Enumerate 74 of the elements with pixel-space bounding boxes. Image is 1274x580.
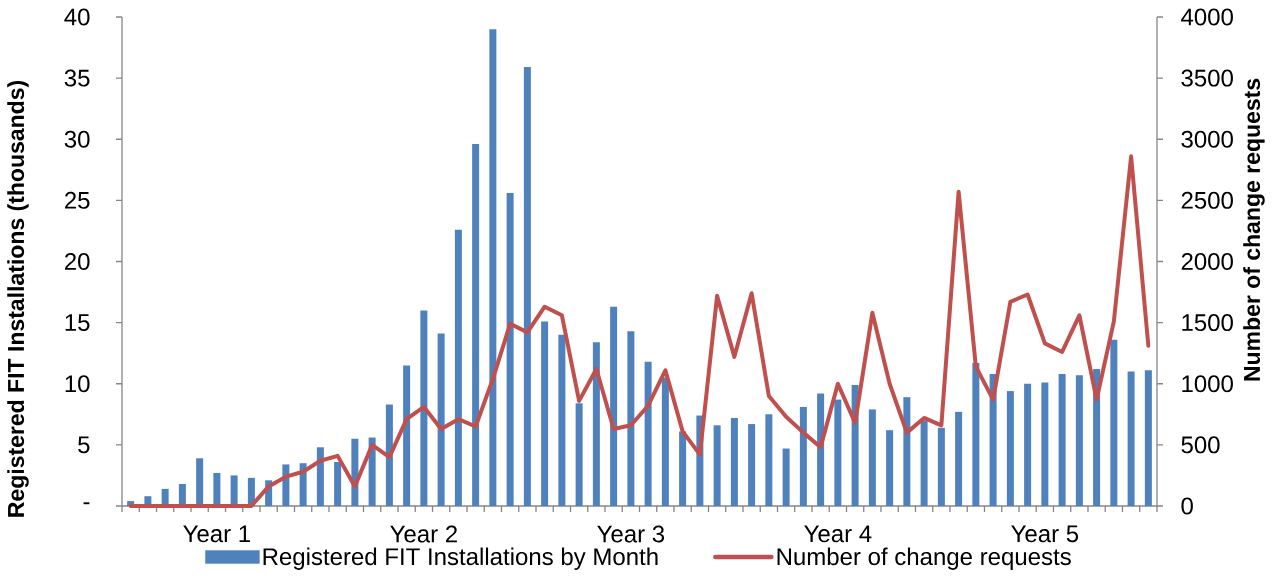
bar bbox=[1144, 370, 1152, 506]
bar bbox=[1127, 371, 1135, 506]
bar bbox=[196, 458, 204, 506]
bar bbox=[213, 472, 221, 506]
x-tick-label: Year 4 bbox=[804, 525, 872, 543]
bar bbox=[1024, 383, 1032, 506]
bar bbox=[506, 193, 514, 506]
y2-tick-label: 0 bbox=[1181, 497, 1193, 515]
y-tick-label: 10 bbox=[65, 375, 90, 393]
bar bbox=[489, 29, 497, 506]
bar bbox=[1058, 373, 1066, 506]
bar bbox=[955, 411, 963, 506]
bar bbox=[420, 310, 428, 506]
x-tick-label: Year 3 bbox=[597, 525, 665, 543]
bar bbox=[592, 342, 600, 506]
bar bbox=[1110, 339, 1118, 506]
bar bbox=[1006, 391, 1014, 506]
bar bbox=[454, 229, 462, 506]
bar bbox=[1041, 382, 1049, 506]
legend-label: Number of change requests bbox=[777, 547, 1071, 570]
y2-tick-label: 1000 bbox=[1182, 375, 1233, 393]
x-tick-label: Year 5 bbox=[1011, 525, 1079, 543]
bar bbox=[403, 365, 411, 506]
bar bbox=[765, 414, 773, 506]
bar bbox=[230, 475, 238, 506]
bar bbox=[903, 397, 911, 506]
bar bbox=[661, 377, 669, 506]
x-tick-label: Year 2 bbox=[390, 525, 457, 543]
y-tick-label: 40 bbox=[64, 8, 90, 26]
bar bbox=[644, 361, 652, 506]
y-tick-label: 30 bbox=[64, 130, 90, 148]
bar bbox=[541, 321, 549, 506]
bar bbox=[523, 67, 531, 506]
y-tick-label: - bbox=[83, 502, 90, 505]
y2-axis-title: Number of change requests bbox=[1243, 78, 1265, 381]
bar bbox=[782, 448, 790, 506]
y2-tick-label: 1500 bbox=[1182, 314, 1233, 332]
bar bbox=[730, 417, 738, 506]
bar bbox=[610, 306, 618, 506]
bar bbox=[937, 427, 945, 506]
y2-tick-label: 3500 bbox=[1181, 69, 1233, 87]
y-tick-label: 20 bbox=[65, 252, 90, 270]
bar bbox=[385, 404, 393, 506]
bar bbox=[178, 483, 186, 506]
bar bbox=[748, 424, 756, 506]
bar bbox=[627, 331, 635, 506]
bar bbox=[575, 403, 583, 506]
bar bbox=[679, 431, 687, 506]
y-tick-label: 5 bbox=[78, 436, 90, 454]
bar bbox=[558, 334, 566, 506]
y-tick-label: 25 bbox=[65, 191, 90, 209]
bar bbox=[868, 409, 876, 506]
y2-tick-label: 500 bbox=[1181, 436, 1220, 454]
bar bbox=[316, 447, 324, 506]
x-tick-label: Year 1 bbox=[183, 525, 250, 543]
bar bbox=[834, 399, 842, 506]
bar bbox=[472, 144, 480, 506]
bar bbox=[920, 420, 928, 506]
y2-tick-label: 3000 bbox=[1181, 130, 1233, 148]
bar bbox=[334, 461, 342, 506]
bar bbox=[886, 430, 894, 506]
y-tick-label: 15 bbox=[65, 314, 90, 331]
y2-tick-label: 4000 bbox=[1181, 8, 1233, 26]
bar bbox=[713, 425, 721, 506]
y-axis-title: Registered FIT Installations (thousands) bbox=[7, 80, 29, 517]
bar bbox=[437, 333, 445, 506]
bar bbox=[1075, 375, 1083, 506]
y-tick-label: 35 bbox=[64, 69, 90, 87]
bar bbox=[972, 362, 980, 506]
bar bbox=[817, 393, 825, 506]
legend-label: Registered FIT Installations by Month bbox=[263, 547, 658, 570]
y2-tick-label: 2500 bbox=[1181, 191, 1233, 209]
y2-tick-label: 2000 bbox=[1181, 252, 1233, 270]
bar bbox=[799, 406, 807, 506]
